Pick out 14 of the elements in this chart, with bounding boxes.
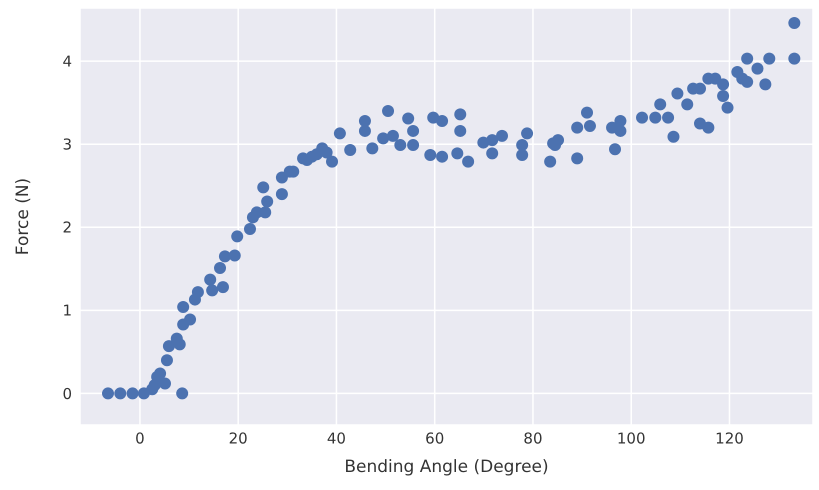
y-tick-label: 2: [62, 218, 72, 237]
x-axis-title: Bending Angle (Degree): [344, 457, 549, 477]
x-tick-label: 20: [228, 430, 248, 448]
x-tick-label: 120: [715, 430, 744, 448]
y-tick-label: 0: [62, 384, 72, 403]
y-tick-label: 1: [62, 302, 72, 320]
x-tick-label: 0: [135, 430, 145, 448]
y-tick-label: 4: [62, 52, 72, 70]
x-tick-label: 100: [616, 430, 646, 448]
y-axis-title: Force (N): [13, 178, 34, 256]
x-tick-label: 40: [326, 430, 346, 448]
x-tick-label: 60: [425, 430, 444, 448]
x-tick-label: 80: [523, 430, 543, 448]
y-tick-label: 3: [62, 136, 72, 154]
